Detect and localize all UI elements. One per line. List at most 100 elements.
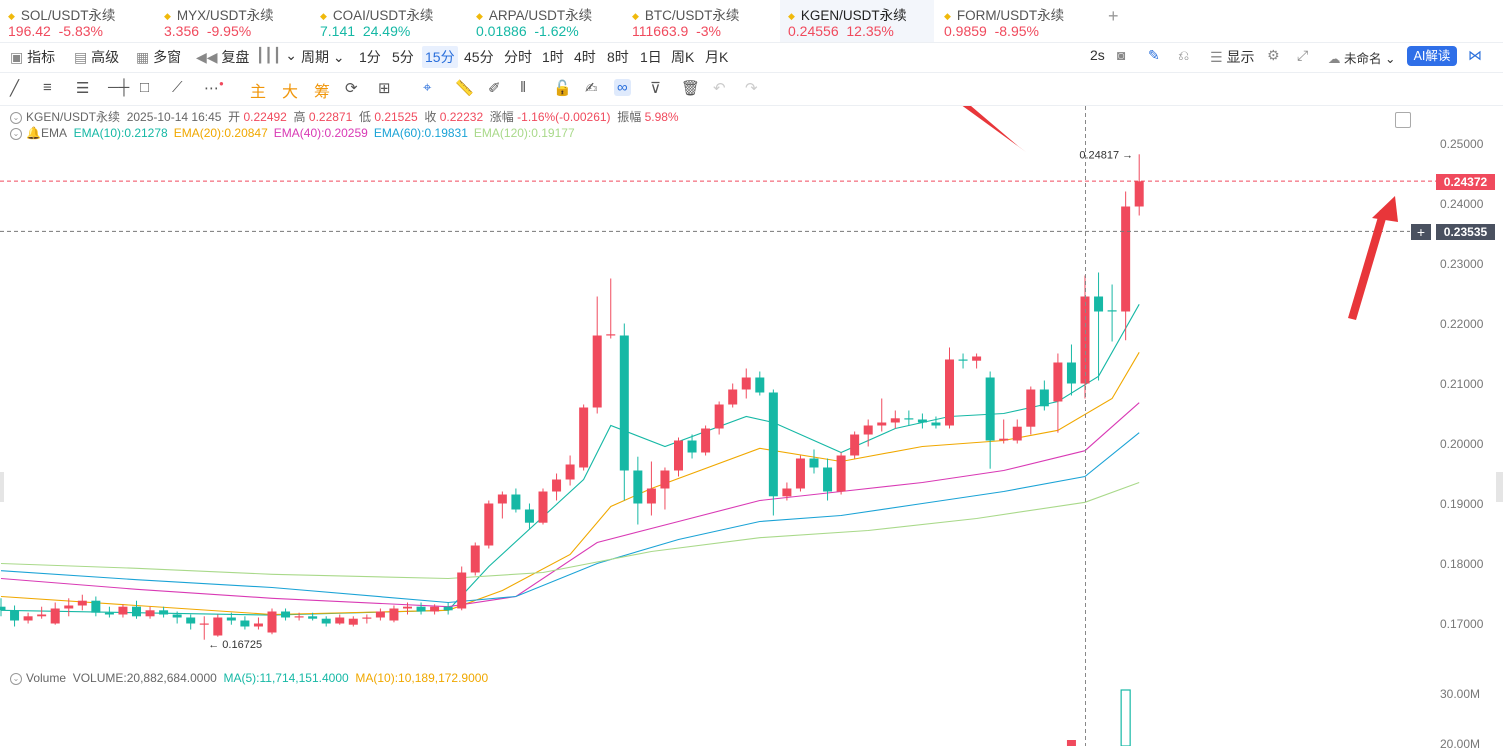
candle-body	[50, 608, 60, 624]
price-axis-label: 0.17000	[1440, 616, 1484, 631]
add-alert-icon[interactable]: +	[1411, 224, 1431, 240]
main-chart-button[interactable]: 主	[250, 84, 267, 101]
tab-symbol-name: SOL/USDT永续	[20, 8, 116, 23]
more-tools-icon[interactable]: ⋯●	[204, 79, 224, 97]
replay-label: 复盘	[221, 49, 250, 65]
candle-body	[687, 440, 697, 453]
symbol-tab[interactable]: ◆ COAI/USDT永续 7.141 24.49%	[312, 0, 462, 42]
candle-body	[457, 572, 467, 609]
symbol-tab[interactable]: ◆ FORM/USDT永续 0.9859 -8.95%	[936, 0, 1086, 42]
candle-body	[1039, 389, 1049, 407]
fullscreen-icon[interactable]: ⤢	[1297, 47, 1309, 63]
camera-icon[interactable]: ◙	[1117, 47, 1126, 63]
rectangle-tool-icon[interactable]: □	[140, 79, 150, 96]
bell-icon[interactable]: 🔔	[26, 126, 41, 140]
diamond-icon: ◆	[164, 11, 171, 21]
volume-ma10: MA(10):10,189,172.9000	[355, 671, 489, 685]
annotation-arrow	[1348, 210, 1388, 320]
collapse-icon[interactable]: ⌄	[10, 111, 22, 124]
layout-name-button[interactable]: ☁ 未命名 ⌄	[1328, 48, 1395, 67]
interval-3[interactable]: 45分	[464, 49, 494, 65]
chip-distribution-button[interactable]: 筹	[314, 84, 331, 101]
price-chart[interactable]: 0.24817 → ← 0.16725	[0, 106, 1503, 746]
tab-quote: 111663.9 -3%	[632, 23, 721, 39]
candle-body	[253, 623, 263, 627]
candle-pattern-icon[interactable]: ‖	[520, 79, 527, 96]
candle-body	[646, 488, 656, 504]
line-tool-icon[interactable]: ╱	[10, 80, 20, 97]
brush-icon[interactable]: ✐	[488, 80, 501, 97]
filter-icon[interactable]: ⊽	[650, 80, 661, 97]
ema-value: EMA(40):0.20259	[273, 126, 368, 140]
period-button[interactable]: 周期 ⌄	[301, 47, 345, 67]
collapse-icon[interactable]: ⌄	[10, 127, 22, 140]
maximize-pane-icon[interactable]	[1395, 112, 1411, 128]
symbol-tab[interactable]: ◆ BTC/USDT永续 111663.9 -3%	[624, 0, 774, 42]
symbol-tab[interactable]: ◆ SOL/USDT永续 196.42 -5.83%	[0, 0, 150, 42]
horizontal-ray-icon[interactable]: ─┼	[108, 79, 130, 96]
candle-body	[606, 334, 616, 336]
ohlc-info-bar: ⌄ KGEN/USDT永续 2025-10-14 16:45 开 0.22492 …	[10, 108, 679, 125]
interval-8[interactable]: 1日	[640, 49, 662, 65]
interval-9[interactable]: 周K	[671, 49, 695, 65]
split-icon[interactable]: ⊞	[378, 80, 391, 97]
indicator-button[interactable]: ▣ 指标	[10, 47, 55, 67]
left-resize-handle[interactable]	[0, 472, 4, 502]
interval-6[interactable]: 4时	[574, 49, 596, 65]
annotation-arrow	[962, 106, 1026, 152]
horizontal-lines-icon[interactable]: ☰	[76, 80, 90, 97]
sync-icon[interactable]: ⟳	[345, 80, 358, 97]
chart-type-button[interactable]: ┃┃┃ ⌄	[256, 47, 297, 64]
undo-icon[interactable]: ↶	[713, 80, 726, 97]
pencil-icon[interactable]: ✎	[1148, 47, 1160, 63]
interval-1[interactable]: 5分	[392, 49, 414, 65]
candle-body	[945, 359, 954, 426]
ruler-icon[interactable]: 📏	[455, 80, 474, 97]
interval-4[interactable]: 分时	[504, 49, 532, 65]
symbol-tab[interactable]: ◆ MYX/USDT永续 3.356 -9.95%	[156, 0, 306, 42]
candle-body	[321, 618, 331, 624]
candle-body	[836, 455, 846, 492]
candle-body	[619, 335, 629, 471]
measure-tool-icon[interactable]: ⟋	[172, 79, 183, 96]
add-tab-button[interactable]: +	[1108, 6, 1119, 26]
advanced-button[interactable]: ▤ 高级	[74, 47, 119, 67]
symbol-tab[interactable]: ◆ ARPA/USDT永续 0.01886 -1.62%	[468, 0, 618, 42]
tab-change: -9.95%	[206, 23, 252, 39]
undo-frame-icon[interactable]: ⎌	[1178, 47, 1190, 63]
ai-analysis-button[interactable]: AI解读	[1407, 46, 1457, 66]
interval-7[interactable]: 8时	[607, 49, 629, 65]
lock-icon[interactable]: 🔓	[553, 80, 572, 97]
big-order-button[interactable]: 大	[282, 84, 299, 101]
share-icon[interactable]: ⋈	[1468, 47, 1482, 63]
tab-quote: 196.42 -5.83%	[8, 23, 103, 39]
interval-0[interactable]: 1分	[359, 49, 381, 65]
symbol-tab[interactable]: ◆ KGEN/USDT永续 0.24556 12.35%	[780, 0, 934, 42]
multi-window-button[interactable]: ▦ 多窗	[136, 47, 181, 67]
redo-icon[interactable]: ↷	[745, 80, 758, 97]
interval-10[interactable]: 月K	[705, 49, 729, 65]
interval-2[interactable]: 15分	[422, 46, 458, 68]
right-resize-handle[interactable]	[1496, 472, 1503, 502]
rewind-icon: ◀◀	[196, 49, 218, 65]
trash-icon[interactable]: 🗑	[681, 80, 701, 97]
refresh-label[interactable]: 2s	[1090, 47, 1105, 63]
cursor-tool-icon[interactable]: ⌖	[423, 79, 432, 96]
parallel-lines-icon[interactable]: ≡	[43, 79, 52, 96]
display-button[interactable]: ☰ 显示	[1210, 47, 1254, 67]
ema-info-bar: ⌄ 🔔EMA EMA(10):0.21278 EMA(20):0.20847 EMA(…	[10, 126, 581, 140]
collapse-icon[interactable]: ⌄	[10, 672, 22, 685]
drawing-toolbar: ╱ ≡ ☰ ─┼ □ ⟋ ⋯● 主 大 筹 ⟳ ⊞ ⌖ 📏 ✐ ‖ 🔓 ✍ ∞ …	[0, 73, 1503, 106]
diamond-icon: ◆	[476, 11, 483, 21]
interval-5[interactable]: 1时	[542, 49, 564, 65]
magnet-icon[interactable]: ∞	[614, 79, 631, 96]
candle-body	[511, 494, 521, 510]
settings-icon[interactable]: ⚙	[1267, 47, 1280, 63]
tab-price: 0.24556	[788, 23, 839, 39]
candle-body	[579, 407, 589, 468]
amplitude-value: 5.98%	[644, 110, 679, 124]
info-datetime: 2025-10-14 16:45	[126, 110, 222, 124]
replay-button[interactable]: ◀◀ 复盘	[196, 47, 249, 67]
edit-list-icon[interactable]: ✍	[585, 80, 598, 97]
layout-name-label: 未命名	[1343, 52, 1382, 66]
